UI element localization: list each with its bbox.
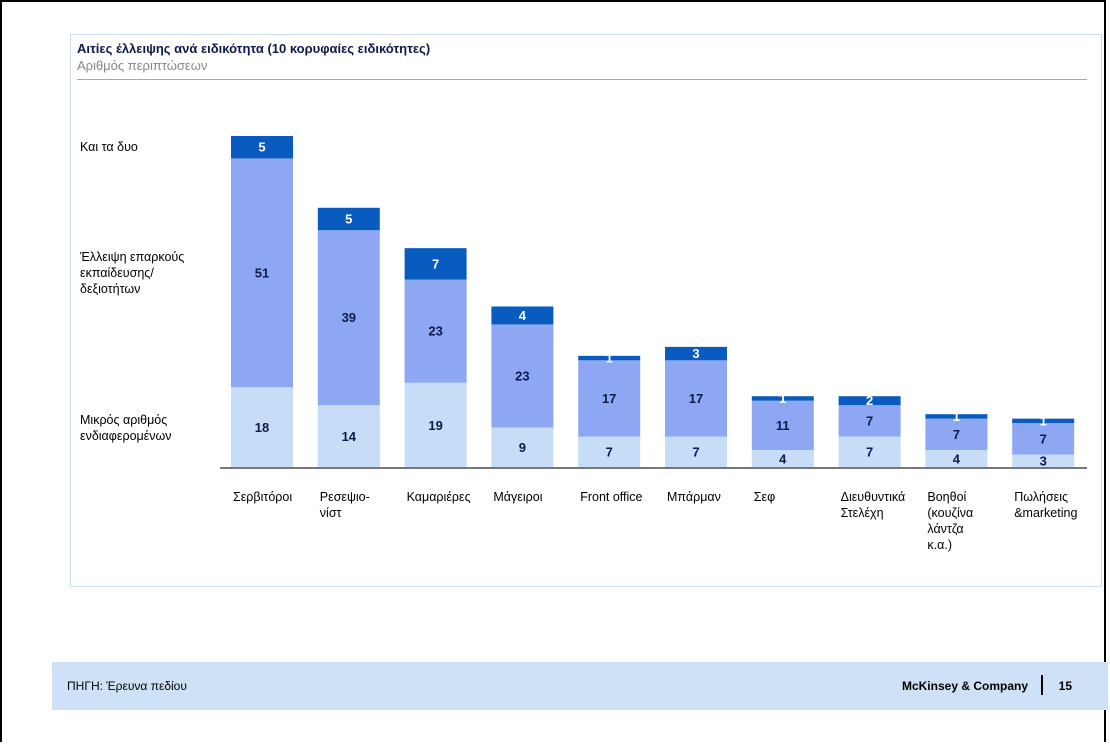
data-label: 11 [776,418,790,433]
bar-segment [838,405,901,437]
bar-segment [665,436,727,468]
bar-segment [404,382,467,468]
title-rule [77,79,1087,80]
chart-title: Αιτίες έλλειψης ανά ειδικότητα (10 κορυφ… [77,41,431,56]
bar-segment [665,360,727,437]
footer: ΠΗΓΗ: Έρευνα πεδίου McKinsey & Company 1… [52,662,1108,710]
data-label: 18 [255,420,269,435]
x-tick-label: Καμαριέρες [406,490,471,504]
legend-label: Και τα δυο [80,140,138,155]
bar-segment [1012,423,1075,455]
data-label: 23 [515,368,529,383]
data-label: 1 [1040,413,1047,428]
x-tick-label: Πωλήσεις &marketing [1014,490,1078,520]
bar-segment [317,230,380,406]
x-tick-label: Front office [580,490,643,504]
data-label: 7 [953,427,960,442]
data-label: 7 [866,445,873,460]
data-label: 2 [866,393,873,408]
bar-segment [231,387,293,468]
bar-segment [925,414,988,419]
data-label: 1 [606,351,613,366]
bar-segment [578,436,641,468]
x-tick-label: Βοηθοί (κουζίνα λάντζα κ.α.) [927,490,974,552]
x-tick-label: Σερβιτόροι [233,490,293,504]
data-label: 7 [866,413,873,428]
bar-segment [491,306,554,325]
x-tick-label: Ρεσεψιο- νίστ [319,490,370,520]
data-label: 51 [255,265,269,280]
chart-frame [70,34,1102,587]
data-label: 4 [519,308,527,323]
data-label: 7 [432,256,439,271]
legend-label: Έλλειψη επαρκούς εκπαίδευσης/ δεξιοτήτων [80,249,185,296]
bar-segment [925,418,988,451]
bar-segment [1012,454,1075,468]
legend-label: Μικρός αριθμός ενδιαφερομένων [80,412,172,443]
separator [1041,675,1043,695]
data-label: 4 [953,451,961,466]
data-label: 7 [692,445,699,460]
x-tick-label: Μάγειροι [493,490,543,504]
bar-segment [578,360,641,437]
data-label: 17 [602,391,616,406]
data-label: 7 [606,445,613,460]
bar-segment [317,405,380,468]
source: ΠΗΓΗ: Έρευνα πεδίου [67,679,187,693]
data-label: 3 [1040,454,1047,469]
data-label: 5 [345,211,352,226]
bar-segment [231,136,293,159]
bar-segment [1012,418,1075,424]
x-tick-label: Διευθυντικά Στελέχη [840,490,906,520]
company: McKinsey & Company [901,679,1028,693]
data-label: 23 [428,324,442,339]
bar-segment [578,355,641,361]
data-label: 19 [428,418,442,433]
bar-segment [491,427,554,468]
bar-segment [231,158,293,388]
data-label: 3 [692,346,699,361]
x-tick-label: Σεφ [753,490,776,504]
bar-segment [925,450,988,468]
bar-segment [751,400,814,451]
bar-segment [751,396,814,401]
x-tick-label: Μπάρμαν [667,490,721,504]
data-label: 39 [342,310,356,325]
data-label: 7 [1040,431,1047,446]
bar-segment [317,207,380,231]
bar-segment [404,248,467,280]
data-label: 9 [519,440,526,455]
bar-segment [491,324,554,428]
data-label: 14 [342,429,357,444]
chart-subtitle: Αριθμός περιπτώσεων [77,58,208,73]
bar-segment [838,396,901,406]
data-label: 1 [953,409,960,424]
bar-segment [751,450,814,468]
data-label: 5 [258,140,265,155]
bar-segment [665,346,727,361]
page-number: 15 [1058,679,1072,693]
data-label: 1 [779,391,786,406]
data-label: 17 [689,391,703,406]
bar-segment [404,279,467,383]
data-label: 4 [779,451,787,466]
bar-segment [838,436,901,468]
